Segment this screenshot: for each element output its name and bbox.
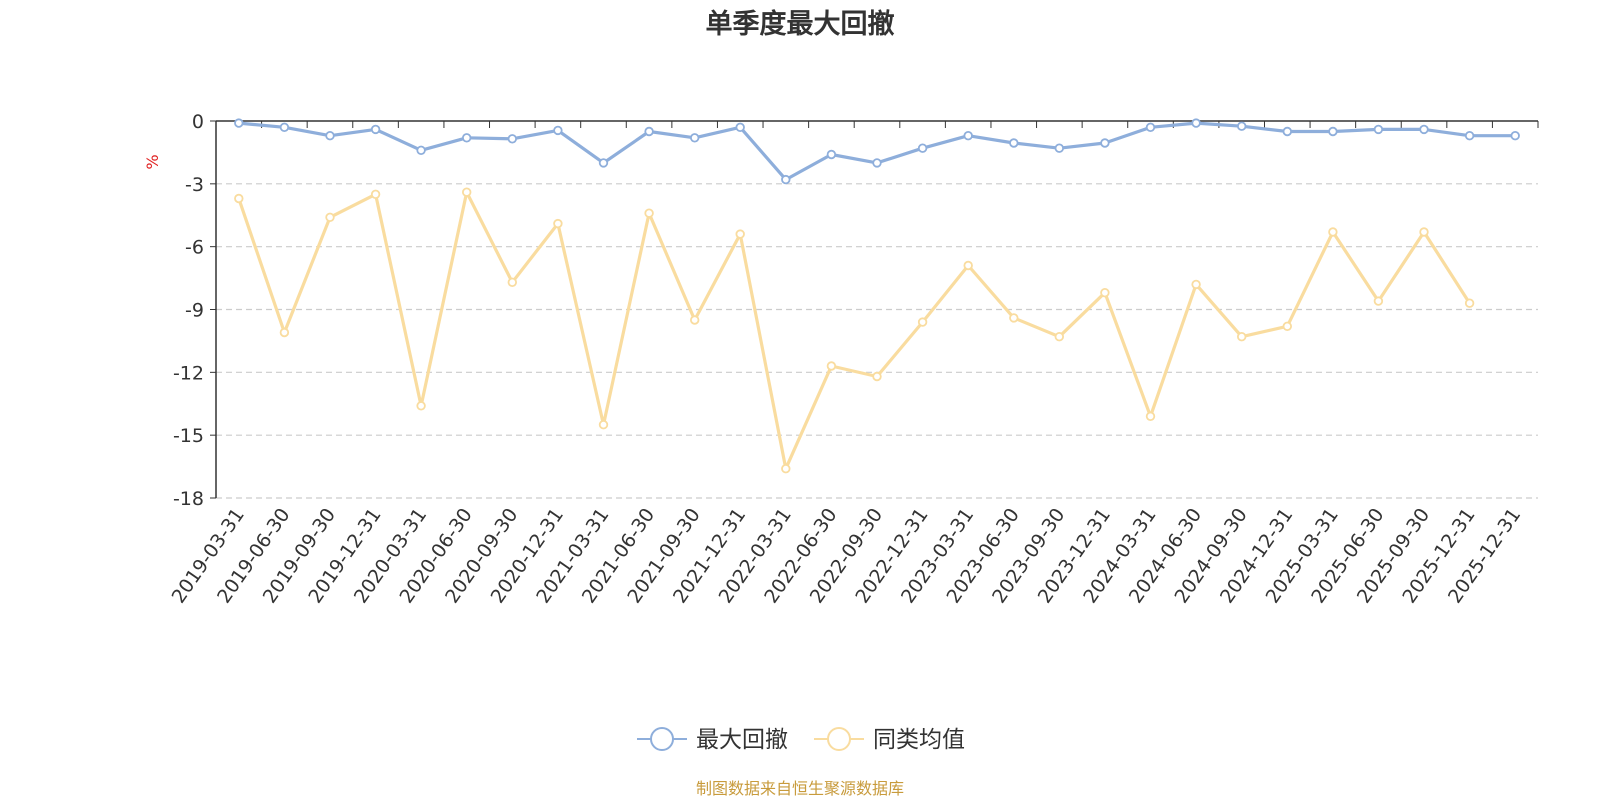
series-2: [234, 187, 1475, 474]
data-point[interactable]: [598, 420, 609, 430]
data-point[interactable]: [416, 401, 426, 411]
data-point[interactable]: [462, 187, 472, 197]
data-point[interactable]: [1373, 124, 1384, 135]
data-point[interactable]: [1100, 288, 1110, 298]
legend-label: 最大回撤: [696, 727, 788, 753]
data-point[interactable]: [1328, 227, 1338, 237]
data-point[interactable]: [1009, 138, 1019, 148]
chart-title: 单季度最大回撤: [706, 8, 895, 40]
axes: [215, 120, 1538, 498]
data-point[interactable]: [644, 208, 654, 218]
data-point[interactable]: [1009, 313, 1019, 323]
data-point[interactable]: [1054, 332, 1064, 342]
legend-item-2[interactable]: 同类均值: [814, 727, 965, 753]
data-point[interactable]: [1419, 124, 1429, 135]
data-point[interactable]: [917, 143, 928, 153]
data-point[interactable]: [644, 126, 654, 137]
data-point[interactable]: [781, 174, 791, 185]
data-point[interactable]: [1145, 411, 1156, 421]
data-point[interactable]: [1373, 296, 1384, 306]
data-point[interactable]: [826, 149, 837, 160]
data-point[interactable]: [1464, 298, 1475, 308]
data-point[interactable]: [553, 125, 563, 136]
data-point[interactable]: [690, 315, 700, 325]
source-note: 制图数据来自恒生聚源数据库: [696, 779, 904, 798]
data-point[interactable]: [1054, 143, 1064, 153]
data-point[interactable]: [507, 277, 517, 287]
data-point[interactable]: [234, 118, 244, 128]
data-point[interactable]: [1191, 118, 1201, 128]
data-point[interactable]: [872, 158, 882, 168]
series-line: [237, 121, 1517, 182]
data-point[interactable]: [1282, 126, 1292, 137]
series-line: [237, 190, 1472, 471]
data-point[interactable]: [325, 130, 335, 141]
data-point[interactable]: [416, 145, 426, 155]
data-point[interactable]: [690, 133, 700, 143]
data-point[interactable]: [370, 189, 381, 199]
data-point[interactable]: [872, 371, 882, 382]
y-tick-label: -6: [185, 237, 204, 259]
data-point[interactable]: [1282, 321, 1292, 331]
data-point[interactable]: [781, 464, 791, 474]
data-point[interactable]: [279, 122, 290, 132]
data-point[interactable]: [826, 361, 837, 371]
data-point[interactable]: [234, 193, 244, 204]
legend: 最大回撤 同类均值: [637, 727, 965, 753]
legend-circle-icon: [827, 727, 851, 751]
data-point[interactable]: [1328, 126, 1338, 137]
data-point[interactable]: [1145, 122, 1156, 132]
series-1: [234, 118, 1520, 185]
data-point[interactable]: [462, 133, 472, 143]
series-group: [234, 118, 1520, 474]
data-point[interactable]: [963, 260, 973, 271]
data-point[interactable]: [279, 327, 290, 338]
data-point[interactable]: [1236, 121, 1247, 131]
grid-lines: [216, 183, 1538, 499]
data-point[interactable]: [325, 212, 335, 222]
y-tick-label: -15: [173, 425, 204, 447]
legend-label: 同类均值: [873, 727, 965, 753]
data-point[interactable]: [1100, 138, 1110, 148]
data-point[interactable]: [735, 229, 745, 239]
y-axis-label: %: [143, 154, 162, 169]
data-point[interactable]: [1419, 227, 1429, 237]
data-point[interactable]: [553, 218, 563, 229]
data-point[interactable]: [735, 122, 745, 132]
y-tick-label: -9: [185, 300, 204, 322]
y-tick-label: -18: [173, 488, 204, 510]
y-tick-label: -12: [173, 362, 204, 384]
data-point[interactable]: [1510, 130, 1520, 141]
y-tick-label: 0: [192, 111, 204, 133]
data-point[interactable]: [963, 130, 973, 141]
data-point[interactable]: [598, 158, 609, 168]
data-point[interactable]: [507, 134, 517, 144]
data-point[interactable]: [1464, 130, 1475, 141]
data-point[interactable]: [917, 317, 928, 327]
legend-circle-icon: [650, 727, 674, 751]
data-point[interactable]: [1236, 332, 1247, 342]
y-axis-ticks: 0 -3 -6 -9 -12 -15 -18: [173, 111, 216, 510]
y-tick-label: -3: [185, 174, 204, 196]
data-point[interactable]: [1191, 279, 1201, 290]
legend-item-1[interactable]: 最大回撤: [637, 727, 788, 753]
data-point[interactable]: [370, 124, 381, 135]
